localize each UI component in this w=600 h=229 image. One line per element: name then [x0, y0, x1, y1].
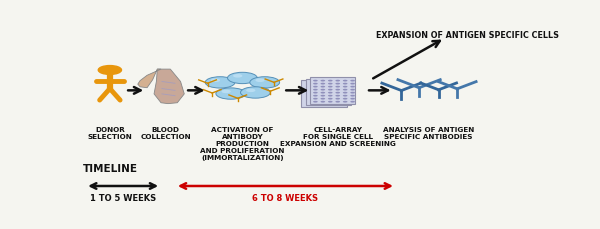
Circle shape [335, 95, 340, 97]
Circle shape [313, 83, 318, 85]
Circle shape [320, 80, 325, 82]
Circle shape [350, 89, 355, 91]
FancyBboxPatch shape [310, 78, 355, 104]
Text: BLOOD
COLLECTION: BLOOD COLLECTION [140, 126, 191, 139]
Circle shape [313, 80, 318, 82]
Circle shape [320, 98, 325, 100]
Circle shape [328, 86, 332, 88]
Circle shape [335, 101, 340, 103]
Circle shape [335, 98, 340, 100]
Circle shape [328, 101, 332, 103]
Circle shape [350, 98, 355, 100]
Circle shape [343, 95, 347, 97]
Circle shape [350, 86, 355, 88]
Circle shape [328, 83, 332, 85]
Circle shape [335, 80, 340, 82]
Text: CELL-ARRAY
FOR SINGLE CELL
EXPANSION AND SCREENING: CELL-ARRAY FOR SINGLE CELL EXPANSION AND… [280, 126, 395, 146]
Circle shape [241, 87, 271, 99]
Circle shape [320, 92, 325, 94]
Text: EXPANSION OF ANTIGEN SPECIFIC CELLS: EXPANSION OF ANTIGEN SPECIFIC CELLS [376, 31, 559, 40]
Circle shape [320, 95, 325, 97]
Circle shape [313, 98, 318, 100]
Circle shape [250, 77, 280, 89]
Circle shape [221, 90, 231, 94]
Circle shape [313, 89, 318, 91]
Circle shape [233, 75, 242, 78]
FancyBboxPatch shape [305, 79, 351, 106]
Polygon shape [154, 70, 184, 104]
Circle shape [320, 89, 325, 91]
Circle shape [211, 79, 220, 83]
Text: 1 TO 5 WEEKS: 1 TO 5 WEEKS [90, 193, 156, 202]
Circle shape [216, 88, 245, 100]
Circle shape [343, 101, 347, 103]
Circle shape [343, 86, 347, 88]
Circle shape [328, 89, 332, 91]
Text: DONOR
SELECTION: DONOR SELECTION [88, 126, 132, 139]
Circle shape [320, 86, 325, 88]
Polygon shape [138, 70, 161, 88]
Text: ANALYSIS OF ANTIGEN
SPECIFIC ANTIBODIES: ANALYSIS OF ANTIGEN SPECIFIC ANTIBODIES [383, 126, 474, 139]
Circle shape [343, 92, 347, 94]
Circle shape [343, 89, 347, 91]
Circle shape [350, 83, 355, 85]
Circle shape [335, 92, 340, 94]
FancyBboxPatch shape [301, 81, 347, 107]
Text: 6 TO 8 WEEKS: 6 TO 8 WEEKS [253, 193, 319, 202]
Circle shape [98, 66, 121, 75]
Circle shape [350, 101, 355, 103]
Circle shape [227, 73, 257, 84]
Circle shape [350, 92, 355, 94]
Circle shape [313, 101, 318, 103]
Circle shape [350, 80, 355, 82]
Circle shape [343, 80, 347, 82]
Text: ACTIVATION OF
ANTIBODY
PRODUCTION
AND PROLIFERATION
(IMMORTALIZATION): ACTIVATION OF ANTIBODY PRODUCTION AND PR… [200, 126, 284, 160]
Circle shape [256, 79, 265, 83]
Circle shape [328, 80, 332, 82]
Circle shape [313, 95, 318, 97]
Circle shape [320, 83, 325, 85]
Circle shape [328, 92, 332, 94]
Circle shape [328, 95, 332, 97]
Circle shape [343, 98, 347, 100]
Circle shape [320, 101, 325, 103]
Circle shape [313, 86, 318, 88]
Circle shape [335, 83, 340, 85]
Circle shape [205, 77, 235, 89]
Circle shape [350, 95, 355, 97]
Circle shape [335, 86, 340, 88]
Text: TIMELINE: TIMELINE [83, 164, 139, 174]
Circle shape [313, 92, 318, 94]
Circle shape [335, 89, 340, 91]
Circle shape [246, 89, 256, 93]
Circle shape [343, 83, 347, 85]
Circle shape [328, 98, 332, 100]
